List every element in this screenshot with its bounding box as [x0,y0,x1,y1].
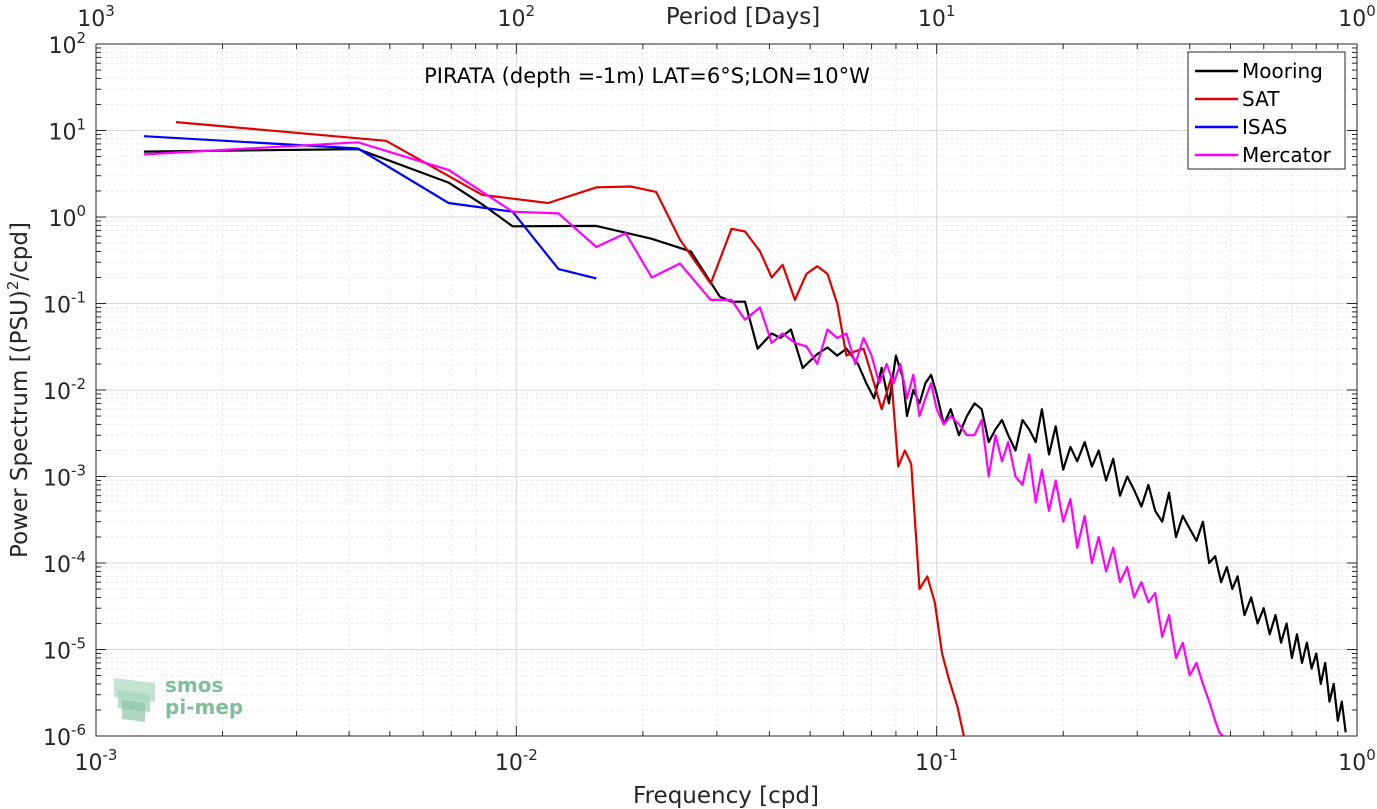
y-tick-label: 10-6 [43,721,86,751]
y-tick-label: 102 [48,29,86,59]
legend-label-isas: ISAS [1242,115,1287,139]
y-tick-label: 10-1 [43,289,86,319]
top-tick-label: 103 [77,2,115,32]
legend-label-mooring: Mooring [1242,59,1323,83]
x-axis-label: Frequency [cpd] [633,783,819,809]
y-tick-label: 100 [48,202,86,232]
top-tick-label: 100 [1338,2,1376,32]
logo-text-line2: pi-mep [165,695,243,719]
legend-items: Mooring SAT ISAS Mercator [1195,59,1332,167]
y-axis-label: Power Spectrum [(PSU)2/cpd] [4,222,33,558]
legend-label-sat: SAT [1242,87,1280,111]
chart-title: PIRATA (depth =-1m) LAT=6°S;LON=10°W [424,64,870,88]
top-axis-label: Period [Days] [666,4,820,30]
y-tick-label: 101 [48,116,86,146]
y-tick-label: 10-4 [43,548,86,578]
logo-text-line1: smos [165,673,223,697]
top-tick-label: 102 [498,2,536,32]
top-tick-label: 101 [918,2,956,32]
y-axis-label-sup: 2 [4,281,22,291]
y-axis-label-main: Power Spectrum [(PSU) [7,290,33,558]
legend-label-mercator: Mercator [1242,143,1332,167]
series-line-mooring [143,148,1347,733]
x-tick-label: 10-1 [915,746,958,776]
series-line-mercator [143,141,1224,737]
x-tick-label: 10-2 [495,746,538,776]
x-tick-label: 100 [1338,746,1376,776]
smos-logo: smos pi-mep [114,673,243,722]
logo-mark-icon [114,678,155,722]
series-layer [143,121,1347,737]
legend: Mooring SAT ISAS Mercator [1187,51,1346,170]
y-tick-label: 10-3 [43,462,86,492]
x-tick-label: 10-3 [75,746,118,776]
y-tick-label: 10-2 [43,375,86,405]
y-tick-label: 10-5 [43,635,86,665]
series-line-isas [143,135,597,280]
logo-layer-3 [114,678,155,702]
series-line-sat [175,121,965,737]
tick-marks [95,43,1358,737]
y-axis-label-tail: /cpd] [7,222,33,281]
